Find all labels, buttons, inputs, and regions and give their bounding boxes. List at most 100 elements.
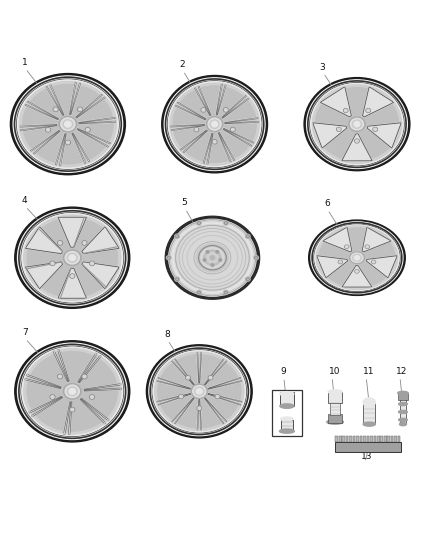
Ellipse shape [175,277,180,281]
Ellipse shape [53,107,58,111]
Ellipse shape [203,259,206,261]
Ellipse shape [22,214,122,302]
Polygon shape [323,227,352,252]
Ellipse shape [231,127,235,132]
Ellipse shape [363,422,375,426]
Ellipse shape [78,107,82,111]
Ellipse shape [398,391,408,395]
Ellipse shape [315,225,399,290]
Ellipse shape [350,252,364,263]
Polygon shape [171,398,194,422]
Polygon shape [222,95,247,118]
Ellipse shape [354,122,360,127]
Ellipse shape [317,227,397,289]
Ellipse shape [212,122,218,127]
Polygon shape [57,350,69,381]
Ellipse shape [67,141,69,144]
Ellipse shape [219,259,222,261]
Ellipse shape [311,84,403,165]
Ellipse shape [70,274,74,278]
Polygon shape [208,394,241,406]
Ellipse shape [210,120,219,128]
Ellipse shape [280,392,294,396]
Ellipse shape [254,256,258,260]
Polygon shape [82,227,119,254]
Ellipse shape [54,108,57,111]
Polygon shape [59,134,67,166]
Text: 11: 11 [363,367,374,376]
Polygon shape [30,130,60,151]
Ellipse shape [353,120,361,128]
Polygon shape [32,397,63,417]
Ellipse shape [25,349,120,433]
Ellipse shape [18,343,127,440]
Ellipse shape [158,355,241,428]
Ellipse shape [71,274,74,277]
Ellipse shape [51,395,54,398]
Polygon shape [58,217,87,247]
Polygon shape [223,128,254,143]
Bar [356,436,359,442]
Ellipse shape [212,140,217,144]
Ellipse shape [346,246,348,248]
Ellipse shape [64,384,81,399]
Ellipse shape [216,251,219,253]
Bar [335,442,401,452]
Ellipse shape [191,384,207,399]
Polygon shape [217,85,226,115]
Polygon shape [158,394,191,406]
Ellipse shape [196,244,229,272]
Polygon shape [84,384,121,390]
Ellipse shape [196,389,202,394]
Text: 6: 6 [324,199,330,208]
Ellipse shape [366,246,368,248]
Polygon shape [58,268,87,298]
Ellipse shape [211,264,214,266]
Ellipse shape [355,270,359,273]
Ellipse shape [327,420,343,424]
Ellipse shape [11,74,125,175]
Bar [367,436,369,442]
Polygon shape [82,262,119,289]
Polygon shape [197,399,199,430]
Ellipse shape [46,128,50,132]
Ellipse shape [208,118,221,130]
Ellipse shape [83,241,86,244]
Ellipse shape [27,218,117,297]
Bar [328,392,342,403]
Text: 1: 1 [22,58,28,67]
Text: 4: 4 [22,196,28,205]
Polygon shape [180,130,207,150]
Ellipse shape [70,408,74,411]
FancyBboxPatch shape [272,390,302,436]
Polygon shape [76,96,106,118]
Bar [391,436,393,442]
Ellipse shape [67,253,77,262]
Ellipse shape [23,84,113,164]
Ellipse shape [193,385,206,397]
Ellipse shape [215,394,219,399]
Polygon shape [73,133,90,163]
Text: 13: 13 [361,453,373,462]
Ellipse shape [350,118,364,130]
Ellipse shape [367,109,370,112]
Ellipse shape [204,250,221,265]
Text: 3: 3 [320,62,325,71]
Polygon shape [20,124,57,127]
Ellipse shape [374,128,377,131]
Polygon shape [194,87,210,116]
Bar [363,436,366,442]
Text: 5: 5 [182,198,187,207]
Polygon shape [204,359,224,385]
Ellipse shape [63,120,73,128]
Ellipse shape [50,261,55,265]
Polygon shape [78,128,111,144]
Polygon shape [64,402,71,434]
Polygon shape [203,133,212,164]
Bar [343,436,345,442]
Ellipse shape [313,85,401,163]
Polygon shape [205,398,227,422]
Polygon shape [342,265,372,287]
Ellipse shape [153,351,245,432]
Ellipse shape [69,255,76,261]
